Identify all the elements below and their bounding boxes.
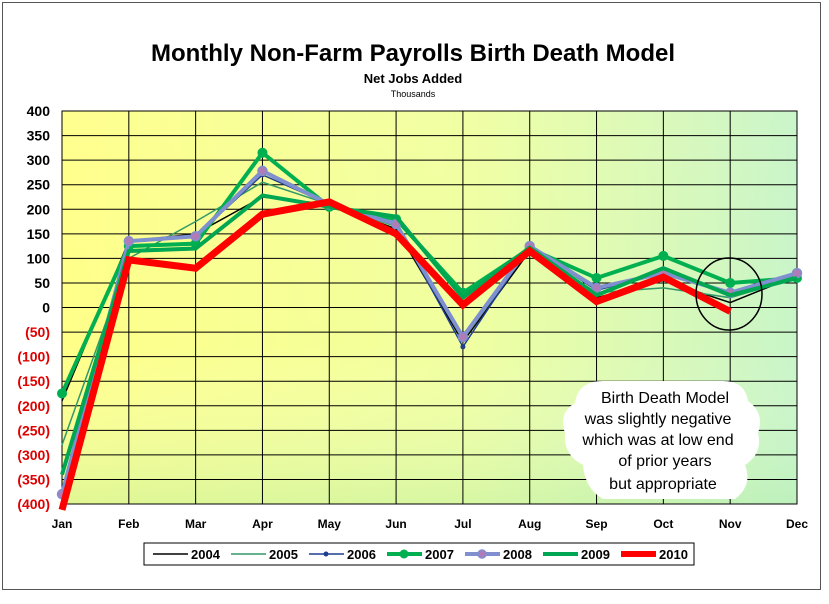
x-tick-label: Oct xyxy=(653,517,673,531)
y-tick-label: (50) xyxy=(25,324,50,340)
y-tick-label: (200) xyxy=(17,398,50,414)
annotation-line-3: which was at low end xyxy=(581,432,733,449)
data-point xyxy=(591,282,602,294)
y-tick-label: 200 xyxy=(27,201,51,217)
legend-item-2007: 2007 xyxy=(387,547,454,562)
x-axis-tick-labels: Jan Feb Mar Apr May Jun Jul Aug Sep Oct Nov Dec xyxy=(52,517,809,531)
x-tick-label: Jun xyxy=(385,517,406,531)
legend-item-2008: 2008 xyxy=(465,547,532,562)
x-tick-label: Dec xyxy=(786,517,808,531)
y-tick-label: (250) xyxy=(17,422,50,438)
x-tick-label: Mar xyxy=(185,517,207,531)
legend-label: 2007 xyxy=(425,547,454,562)
x-tick-label: Feb xyxy=(118,517,139,531)
annotation-line-5: but appropriate xyxy=(609,476,717,493)
data-point xyxy=(57,388,67,399)
x-tick-label: Apr xyxy=(252,517,273,531)
series-2009 xyxy=(60,193,798,476)
x-tick-label: Jul xyxy=(454,517,471,531)
plot-border xyxy=(61,110,798,505)
chart-title: Monthly Non-Farm Payrolls Birth Death Mo… xyxy=(151,40,675,67)
x-tick-label: Sep xyxy=(586,517,608,531)
data-point xyxy=(257,165,268,177)
data-point xyxy=(460,344,466,350)
y-tick-label: 100 xyxy=(27,250,51,266)
legend-label: 2008 xyxy=(503,547,532,562)
legend-marker xyxy=(477,549,487,559)
highlight-circle xyxy=(695,257,763,331)
annotation-callout: Birth Death Model was slightly negative … xyxy=(562,381,761,499)
series-line-2008 xyxy=(60,168,798,495)
data-point xyxy=(457,331,469,343)
y-tick-label: 400 xyxy=(27,103,51,119)
legend-label: 2006 xyxy=(347,547,376,562)
legend-item-2009: 2009 xyxy=(543,547,610,562)
legend-item-2004: 2004 xyxy=(153,547,221,562)
legend-item-2010: 2010 xyxy=(621,547,688,562)
y-tick-label: (350) xyxy=(17,471,50,487)
legend-label: 2010 xyxy=(659,547,688,562)
data-point xyxy=(257,147,268,158)
legend: 2004 2005 2006 2007 2008 2009 2010 xyxy=(153,547,688,562)
data-point xyxy=(123,235,135,247)
annotation-line-2: was slightly negative xyxy=(584,411,732,428)
y-tick-label: (300) xyxy=(17,447,50,463)
y-tick-label: (100) xyxy=(17,349,50,365)
chart-frame: Monthly Non-Farm Payrolls Birth Death Mo… xyxy=(2,2,821,590)
x-tick-label: May xyxy=(318,517,342,531)
annotation-bubble xyxy=(562,381,761,499)
x-tick-label: Nov xyxy=(719,517,742,531)
y-tick-label: 0 xyxy=(42,300,50,316)
x-tick-label: Aug xyxy=(518,517,541,531)
y-tick-label: 50 xyxy=(34,275,50,291)
line-chart: Monthly Non-Farm Payrolls Birth Death Mo… xyxy=(17,40,809,566)
series-line-2010 xyxy=(58,198,732,511)
chart-units-label: Thousands xyxy=(391,89,436,99)
series-line-2009 xyxy=(60,193,798,476)
legend-item-2005: 2005 xyxy=(231,547,298,562)
legend-marker xyxy=(323,551,329,557)
annotation-line-1: Birth Death Model xyxy=(601,390,729,407)
series-layer xyxy=(56,147,803,511)
y-tick-label: 350 xyxy=(27,128,51,144)
data-point xyxy=(591,273,602,284)
legend-item-2006: 2006 xyxy=(309,547,376,562)
series-2010 xyxy=(58,198,732,511)
y-tick-label: 300 xyxy=(27,152,51,168)
data-point xyxy=(725,277,736,288)
data-point xyxy=(791,267,803,279)
data-point xyxy=(190,231,201,242)
y-tick-label: (400) xyxy=(17,496,50,512)
y-tick-label: (150) xyxy=(17,373,50,389)
y-tick-label: 250 xyxy=(27,177,51,193)
chart-subtitle: Net Jobs Added xyxy=(364,71,463,86)
legend-label: 2004 xyxy=(191,547,221,562)
legend-label: 2005 xyxy=(269,547,298,562)
legend-label: 2009 xyxy=(581,547,610,562)
legend-marker xyxy=(399,549,409,559)
x-tick-label: Jan xyxy=(52,517,73,531)
y-tick-label: 150 xyxy=(27,226,51,242)
annotation-line-4: of prior years xyxy=(618,453,711,470)
data-point xyxy=(658,250,669,261)
y-axis-tick-labels: 400 350 300 250 200 150 100 50 0 (50) (100) (150) (2… xyxy=(17,103,50,512)
